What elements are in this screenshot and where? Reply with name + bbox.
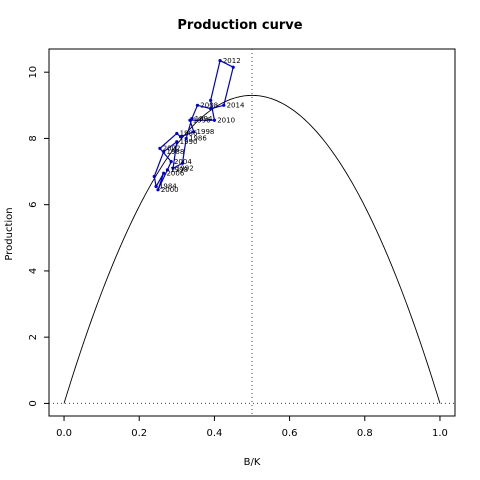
production-series-point [231,65,235,69]
point-year-label: 2004 [174,158,192,166]
plot-frame [48,48,456,417]
point-year-label: 2008 [200,102,218,110]
y-tick-label: 8 [28,135,39,141]
y-tick-label: 2 [28,334,39,340]
point-year-label: 1994 [195,115,213,123]
y-tick-label: 6 [28,201,39,207]
point-year-label: 1992 [176,164,194,172]
production-series-point [180,161,185,165]
production-series-point [156,188,160,192]
production-series-point [171,166,175,170]
point-year-label: 1996 [193,116,211,124]
y-tick-label: 4 [28,268,39,274]
point-year-label: 2000 [161,186,179,194]
point-year-label: 1988 [166,148,184,156]
chart-title: Production curve [177,18,302,33]
production-series-point [212,118,217,122]
x-tick-label: 0.2 [131,428,147,439]
x-tick-label: 1.0 [432,428,448,439]
production-series-point [192,130,196,134]
point-year-label: 2012 [223,57,241,65]
point-year-label: 1986 [180,130,198,138]
x-axis-label: B/K [244,457,261,468]
point-year-label: 1986 [189,135,207,143]
point-year-label: 2010 [217,116,235,124]
production-series-point [175,140,179,144]
production-series-point [195,103,200,107]
production-series-point [178,135,183,139]
point-year-label: 1998 [197,128,215,136]
production-series-point [184,136,188,141]
point-year-label: 1990 [180,138,198,146]
x-tick-label: 0.8 [357,428,373,439]
point-year-label: 2014 [227,102,245,110]
production-series-point [218,58,222,63]
point-year-label: 1998 [170,166,188,174]
production-curve-line [63,94,441,404]
production-series-point [154,184,158,189]
x-tick-label: 0.4 [206,428,222,439]
production-series-point [222,103,226,107]
production-series-point [158,146,162,150]
production-series-point [209,107,213,111]
production-series-point [162,171,166,175]
production-series-point [209,98,213,102]
production-series-point [169,160,173,164]
production-series-point [165,168,170,172]
y-axis-label: Production [4,207,15,260]
y-tick-label: 0 [28,400,39,406]
production-series-point [175,131,179,136]
production-series-point [152,174,156,179]
y-tick-label: 10 [28,66,39,79]
point-year-label: 1984 [159,183,177,191]
production-series-point [188,118,192,122]
point-year-label: 2002 [163,145,181,153]
production-series-point [162,150,166,154]
point-year-label: 2006 [166,169,184,177]
x-tick-label: 0.6 [282,428,298,439]
x-tick-label: 0.0 [56,428,72,439]
